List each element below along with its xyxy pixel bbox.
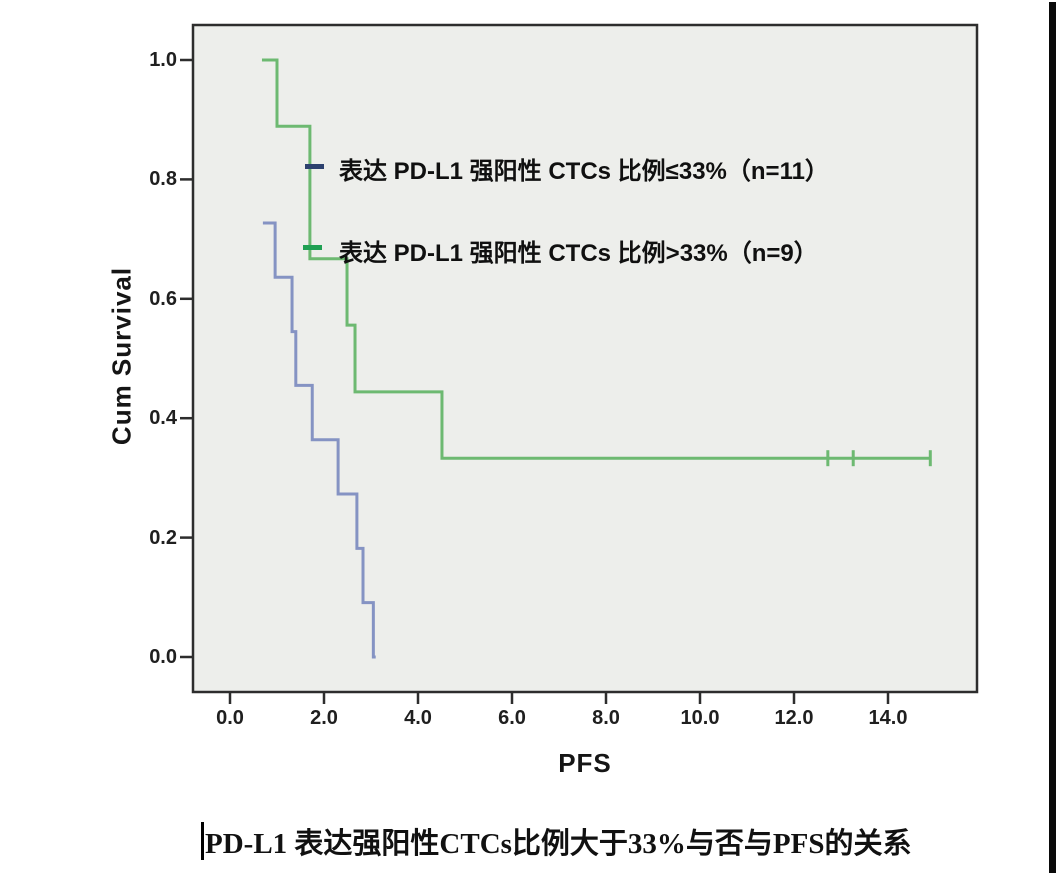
x-tick-label: 8.0 [592, 707, 620, 729]
y-tick-label: 0.2 [149, 526, 177, 549]
x-tick-label: 12.0 [774, 707, 814, 729]
chart-title: PD-L1 表达强阳性CTCs比例大于33%与否与PFS的关系 [205, 828, 912, 860]
x-tick-label: 0.0 [216, 707, 244, 729]
x-tick-label: 10.0 [680, 707, 720, 729]
y-tick-label: 0.6 [149, 287, 177, 310]
legend-dash-le33 [305, 164, 324, 169]
y-tick-label: 0.0 [149, 646, 177, 668]
scan-edge-bar [1049, 2, 1056, 873]
legend-label-le33: 表达 PD-L1 强阳性 CTCs 比例≤33%（n=11） [339, 158, 829, 185]
y-tick-label: 1.0 [149, 49, 177, 71]
y-tick-label: 0.8 [149, 168, 177, 191]
text-cursor [201, 822, 204, 860]
legend-label-gt33: 表达 PD-L1 强阳性 CTCs 比例>33%（n=9） [339, 240, 818, 267]
censor-marks [826, 450, 932, 467]
x-tick-label: 4.0 [404, 707, 432, 729]
x-tick-label: 6.0 [498, 707, 526, 729]
x-axis-title: PFS [558, 748, 612, 778]
x-tick-label: 14.0 [868, 707, 908, 729]
y-tick-label: 0.4 [149, 407, 177, 430]
x-tick-label: 2.0 [310, 707, 338, 729]
plot-area-frame [191, 23, 979, 694]
km-curve-le33 [262, 221, 376, 659]
axis-ticks [180, 58, 890, 704]
legend-samples [303, 164, 324, 250]
km-curve-gt33 [261, 58, 931, 460]
survival-curves [261, 58, 931, 659]
legend-dash-gt33 [303, 245, 322, 250]
